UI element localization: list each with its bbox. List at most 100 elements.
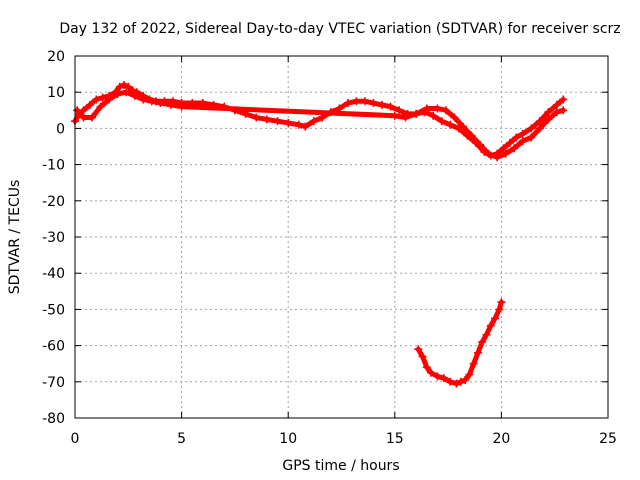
data-point [92, 95, 101, 104]
series-line [72, 82, 566, 159]
data-point [427, 368, 436, 377]
data-point [115, 82, 124, 91]
data-point [535, 117, 544, 126]
data-point [273, 117, 282, 126]
data-point [469, 359, 478, 368]
data-point [512, 133, 521, 142]
y-tick-label: -70 [42, 375, 65, 391]
data-point [105, 95, 114, 104]
data-point [124, 82, 133, 91]
data-point [96, 102, 105, 111]
ticks [74, 55, 609, 419]
data-point [552, 100, 561, 109]
data-point [486, 321, 495, 330]
data-point [456, 377, 465, 386]
data-point [452, 379, 461, 388]
data-point [446, 377, 455, 386]
chart-title: Day 132 of 2022, Sidereal Day-to-day VTE… [59, 21, 620, 37]
data-point [166, 100, 175, 109]
data-point [497, 298, 506, 307]
data-point [352, 97, 361, 106]
y-tick-label: -40 [42, 266, 65, 282]
y-tick-label: 20 [47, 49, 65, 65]
data-point [88, 113, 97, 122]
series-layer [71, 80, 568, 388]
data-point [461, 375, 470, 384]
data-point [499, 144, 508, 153]
y-axis-label: SDTVAR / TECUs [7, 180, 23, 295]
data-point [510, 144, 519, 153]
data-point [505, 138, 514, 147]
data-point [437, 117, 446, 126]
data-point [120, 80, 129, 89]
data-point [446, 120, 455, 129]
data-point [491, 314, 500, 323]
data-point [439, 374, 448, 383]
data-point [98, 93, 107, 102]
data-point [156, 99, 165, 108]
x-tick-label: 20 [492, 431, 510, 447]
data-point [422, 104, 431, 113]
x-tick-label: 5 [177, 431, 186, 447]
data-point [501, 149, 510, 158]
data-point [147, 97, 156, 106]
data-point [484, 149, 493, 158]
data-point [433, 104, 442, 113]
tick-labels: 0 5 10 15 20 25 -80 -70 -60 -50 -40 -30 -20 -10 0 10 20 [42, 49, 617, 447]
series-lower-segment [414, 298, 506, 388]
data-point [429, 111, 438, 120]
data-point [527, 133, 536, 142]
data-point [79, 113, 88, 122]
data-point [441, 106, 450, 115]
data-point [390, 111, 399, 120]
data-point [544, 115, 553, 124]
y-tick-label: -20 [42, 194, 65, 210]
y-tick-label: 0 [56, 121, 65, 137]
x-tick-label: 10 [279, 431, 297, 447]
data-point [130, 91, 139, 100]
y-tick-label: 10 [47, 85, 65, 101]
series-secondary-track [73, 88, 568, 162]
data-point [395, 106, 404, 115]
y-tick-label: -30 [42, 230, 65, 246]
grid [75, 56, 608, 418]
data-point [122, 88, 131, 97]
data-point [418, 352, 427, 361]
data-point [386, 102, 395, 111]
data-point [535, 124, 544, 133]
data-point [412, 109, 421, 118]
data-point [294, 120, 303, 129]
data-point [85, 100, 94, 109]
data-point [360, 97, 369, 106]
data-point [473, 348, 482, 357]
data-point [73, 106, 82, 115]
x-tick-label: 0 [71, 431, 80, 447]
data-point [495, 305, 504, 314]
data-point [139, 95, 148, 104]
data-point [527, 124, 536, 133]
data-point [113, 90, 122, 99]
data-point [476, 140, 485, 149]
data-point [459, 122, 468, 131]
data-point [518, 129, 527, 138]
data-point [433, 372, 442, 381]
data-point [518, 137, 527, 146]
y-tick-label: -80 [42, 411, 65, 427]
y-tick-label: -60 [42, 339, 65, 355]
data-point [422, 363, 431, 372]
series-main-track [71, 80, 568, 160]
y-tick-label: -10 [42, 158, 65, 174]
data-point [309, 117, 318, 126]
data-point [559, 95, 568, 104]
data-point [467, 131, 476, 140]
data-point [177, 102, 186, 111]
x-axis-label: GPS time / hours [282, 458, 399, 474]
data-point [544, 108, 553, 117]
data-point [465, 370, 474, 379]
data-point [450, 113, 459, 122]
data-point [252, 113, 261, 122]
data-point [284, 118, 293, 127]
data-point [559, 106, 568, 115]
data-point [552, 108, 561, 117]
data-point [482, 330, 491, 339]
